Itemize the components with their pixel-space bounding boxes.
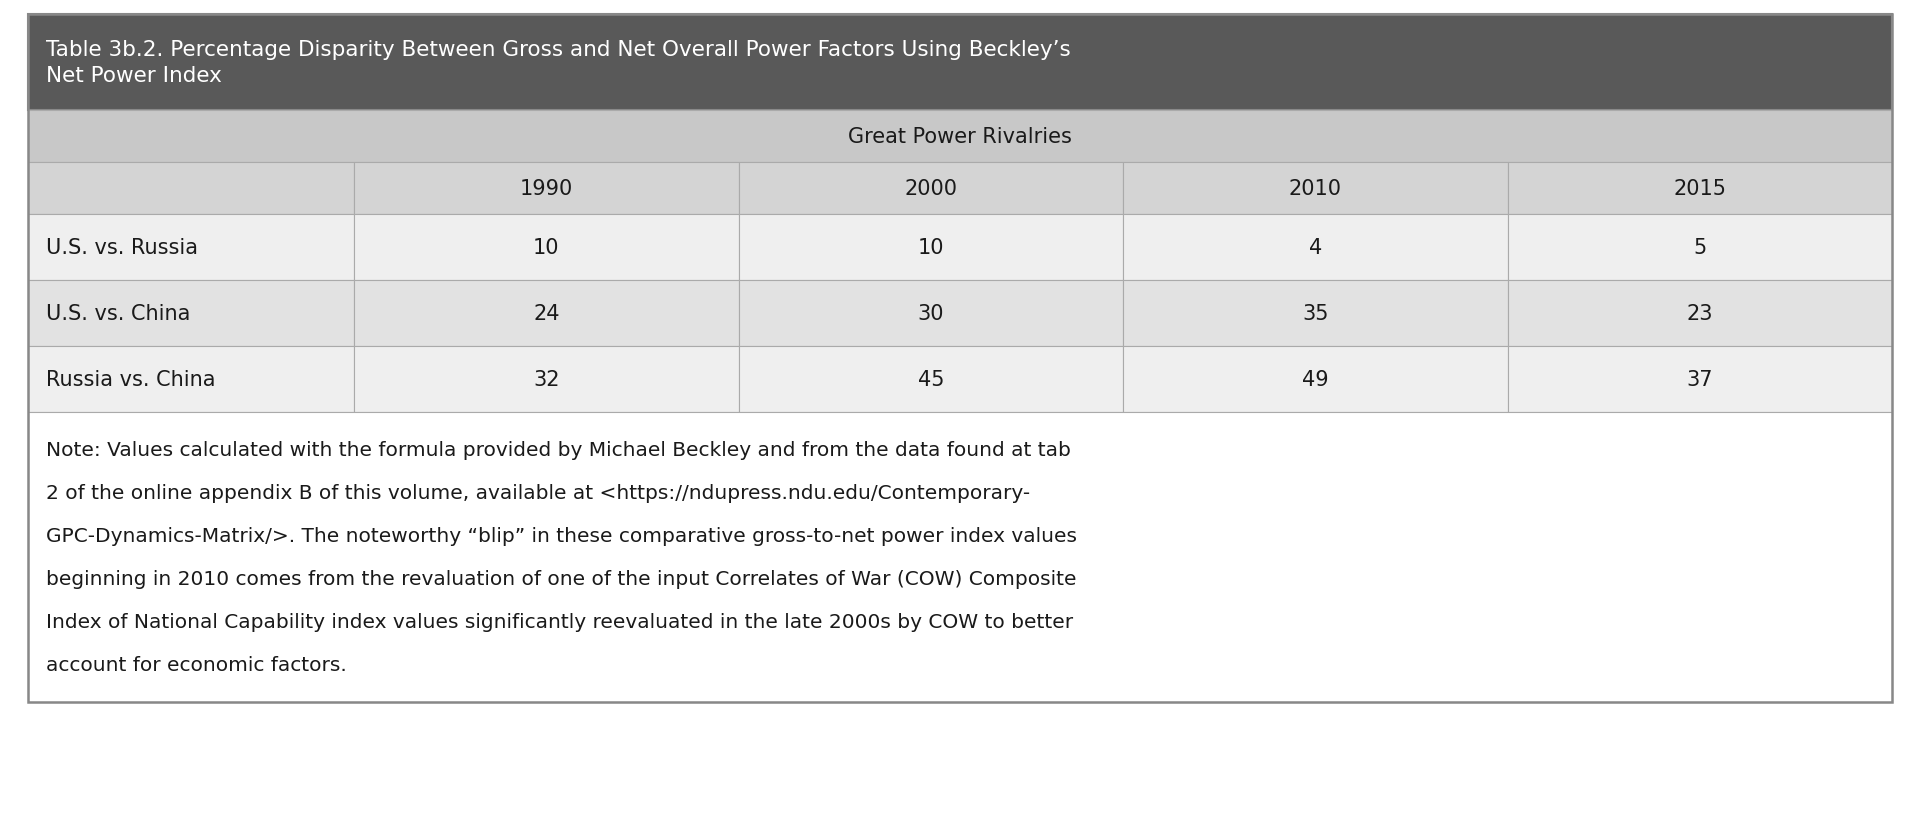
Text: 45: 45 (918, 370, 945, 390)
Bar (1507, 347, 1891, 412)
Text: Index of National Capability index values significantly reevaluated in the late : Index of National Capability index value… (46, 612, 1073, 631)
Bar (1507, 163, 1891, 215)
Text: Great Power Rivalries: Great Power Rivalries (849, 127, 1071, 147)
Bar (353, 215, 739, 281)
Bar (29, 15, 1891, 111)
Text: 35: 35 (1302, 303, 1329, 324)
Bar (1507, 281, 1891, 347)
Bar (29, 215, 353, 281)
Bar (29, 347, 353, 412)
Text: 5: 5 (1693, 237, 1707, 257)
Bar (1123, 215, 1507, 281)
Text: U.S. vs. Russia: U.S. vs. Russia (46, 237, 198, 257)
Bar (353, 281, 739, 347)
Bar (29, 281, 353, 347)
Text: 2010: 2010 (1288, 179, 1342, 199)
Text: 2015: 2015 (1672, 179, 1726, 199)
Text: 4: 4 (1309, 237, 1323, 257)
Text: 10: 10 (534, 237, 559, 257)
Bar (1123, 281, 1507, 347)
Bar (353, 347, 739, 412)
Bar (1123, 163, 1507, 215)
Text: account for economic factors.: account for economic factors. (46, 655, 348, 674)
Bar (29, 163, 353, 215)
Text: 23: 23 (1686, 303, 1713, 324)
Text: 2 of the online appendix B of this volume, available at <https://ndupress.ndu.ed: 2 of the online appendix B of this volum… (46, 483, 1031, 502)
Text: 49: 49 (1302, 370, 1329, 390)
Bar (739, 163, 1123, 215)
Text: Table 3b.2. Percentage Disparity Between Gross and Net Overall Power Factors Usi: Table 3b.2. Percentage Disparity Between… (46, 40, 1071, 86)
Text: Note: Values calculated with the formula provided by Michael Beckley and from th: Note: Values calculated with the formula… (46, 441, 1071, 460)
Text: beginning in 2010 comes from the revaluation of one of the input Correlates of W: beginning in 2010 comes from the revalua… (46, 569, 1077, 589)
Text: 37: 37 (1686, 370, 1713, 390)
Text: Russia vs. China: Russia vs. China (46, 370, 215, 390)
Text: GPC-Dynamics-Matrix/>. The noteworthy “blip” in these comparative gross-to-net p: GPC-Dynamics-Matrix/>. The noteworthy “b… (46, 527, 1077, 545)
Bar (739, 281, 1123, 347)
Bar (29, 412, 1891, 702)
Text: 30: 30 (918, 303, 945, 324)
Text: 1990: 1990 (520, 179, 572, 199)
Text: 24: 24 (534, 303, 559, 324)
Text: 32: 32 (534, 370, 559, 390)
Bar (739, 347, 1123, 412)
Text: U.S. vs. China: U.S. vs. China (46, 303, 190, 324)
Bar (1507, 215, 1891, 281)
Bar (739, 215, 1123, 281)
Bar (353, 163, 739, 215)
Text: 10: 10 (918, 237, 945, 257)
Bar (1123, 347, 1507, 412)
Text: 2000: 2000 (904, 179, 958, 199)
Bar (29, 15, 1891, 702)
Bar (29, 111, 1891, 163)
